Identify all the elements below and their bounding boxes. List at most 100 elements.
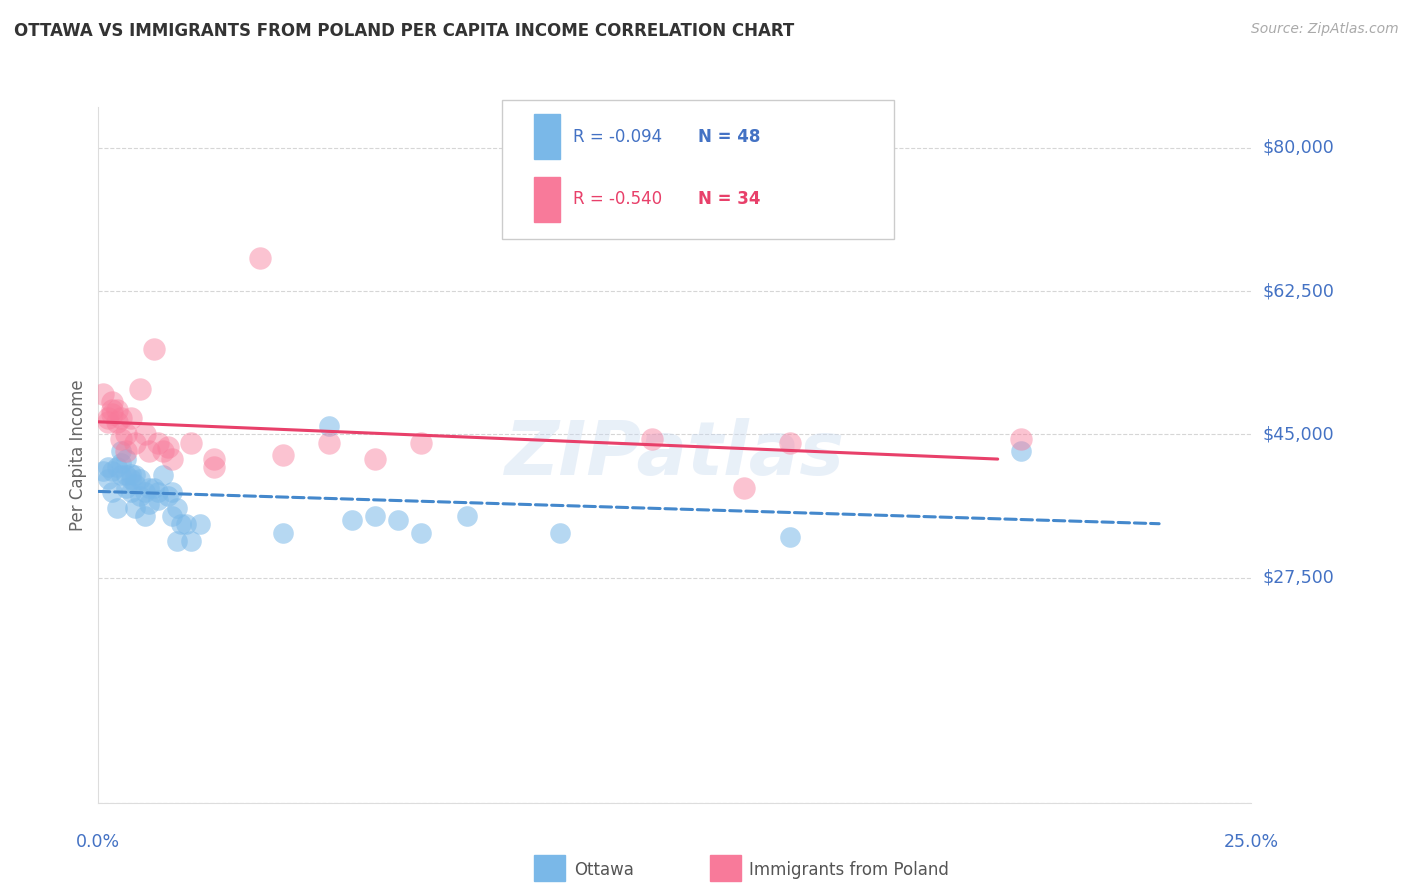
Point bbox=[641, 432, 664, 446]
Point bbox=[120, 484, 142, 499]
Point bbox=[387, 513, 409, 527]
Point bbox=[160, 452, 183, 467]
Text: Immigrants from Poland: Immigrants from Poland bbox=[749, 861, 949, 879]
Point bbox=[110, 443, 132, 458]
Point bbox=[202, 452, 225, 467]
Point bbox=[101, 407, 124, 421]
Text: 0.0%: 0.0% bbox=[76, 833, 121, 851]
Point bbox=[1010, 432, 1032, 446]
Point bbox=[115, 427, 138, 442]
Point bbox=[364, 452, 387, 467]
Point bbox=[174, 517, 197, 532]
Text: 25.0%: 25.0% bbox=[1223, 833, 1279, 851]
Bar bbox=[534, 114, 560, 159]
Point bbox=[271, 525, 294, 540]
Point bbox=[97, 415, 120, 429]
Point bbox=[152, 468, 174, 483]
Point bbox=[318, 435, 340, 450]
Point bbox=[105, 403, 128, 417]
Point bbox=[138, 443, 160, 458]
Point bbox=[148, 435, 170, 450]
Point bbox=[120, 467, 142, 481]
Point bbox=[124, 501, 146, 516]
Point bbox=[156, 489, 179, 503]
Point bbox=[166, 501, 188, 516]
Point bbox=[340, 513, 363, 527]
FancyBboxPatch shape bbox=[502, 100, 894, 239]
Point bbox=[124, 468, 146, 483]
Point bbox=[115, 468, 138, 483]
Point bbox=[105, 415, 128, 429]
Point bbox=[129, 489, 152, 503]
Point bbox=[160, 484, 183, 499]
Point bbox=[110, 411, 132, 425]
Point bbox=[124, 435, 146, 450]
Point bbox=[156, 440, 179, 454]
Point bbox=[249, 252, 271, 266]
Point bbox=[101, 464, 124, 478]
Point bbox=[148, 492, 170, 507]
Point bbox=[456, 509, 478, 524]
Point bbox=[166, 533, 188, 548]
Point bbox=[779, 435, 801, 450]
Text: ZIPatlas: ZIPatlas bbox=[505, 418, 845, 491]
Point bbox=[129, 383, 152, 397]
Point bbox=[1010, 443, 1032, 458]
Point bbox=[733, 481, 755, 495]
Text: N = 34: N = 34 bbox=[697, 190, 761, 208]
Point bbox=[97, 460, 120, 475]
Point bbox=[115, 443, 138, 458]
Point bbox=[271, 448, 294, 462]
Point bbox=[364, 509, 387, 524]
Point bbox=[142, 342, 165, 356]
Text: R = -0.540: R = -0.540 bbox=[574, 190, 662, 208]
Point bbox=[779, 530, 801, 544]
Point bbox=[105, 501, 128, 516]
Point bbox=[202, 460, 225, 475]
Point bbox=[115, 452, 138, 467]
Point bbox=[170, 517, 193, 532]
Text: R = -0.094: R = -0.094 bbox=[574, 128, 662, 145]
Point bbox=[138, 481, 160, 495]
Y-axis label: Per Capita Income: Per Capita Income bbox=[69, 379, 87, 531]
Point bbox=[101, 403, 124, 417]
Point bbox=[148, 484, 170, 499]
Point bbox=[91, 386, 114, 401]
Point bbox=[110, 468, 132, 483]
Text: $45,000: $45,000 bbox=[1263, 425, 1334, 443]
Point bbox=[548, 525, 571, 540]
Point bbox=[134, 427, 156, 442]
Point bbox=[110, 456, 132, 470]
Point bbox=[142, 481, 165, 495]
Point bbox=[160, 509, 183, 524]
Point bbox=[411, 435, 433, 450]
Point bbox=[180, 435, 202, 450]
Point bbox=[120, 473, 142, 487]
Point bbox=[91, 464, 114, 478]
Point bbox=[124, 476, 146, 491]
Text: OTTAWA VS IMMIGRANTS FROM POLAND PER CAPITA INCOME CORRELATION CHART: OTTAWA VS IMMIGRANTS FROM POLAND PER CAP… bbox=[14, 22, 794, 40]
Point bbox=[318, 419, 340, 434]
Point bbox=[115, 481, 138, 495]
Text: $80,000: $80,000 bbox=[1263, 139, 1334, 157]
Point bbox=[101, 394, 124, 409]
Point bbox=[138, 497, 160, 511]
Point bbox=[180, 533, 202, 548]
Text: Ottawa: Ottawa bbox=[574, 861, 634, 879]
Text: $62,500: $62,500 bbox=[1263, 282, 1334, 301]
Text: Source: ZipAtlas.com: Source: ZipAtlas.com bbox=[1251, 22, 1399, 37]
Point bbox=[105, 460, 128, 475]
Point bbox=[129, 473, 152, 487]
Bar bbox=[534, 177, 560, 222]
Point bbox=[97, 473, 120, 487]
Point bbox=[120, 411, 142, 425]
Point bbox=[110, 432, 132, 446]
Text: N = 48: N = 48 bbox=[697, 128, 761, 145]
Point bbox=[134, 484, 156, 499]
Point bbox=[411, 525, 433, 540]
Point bbox=[101, 484, 124, 499]
Point bbox=[97, 411, 120, 425]
Point bbox=[188, 517, 211, 532]
Text: $27,500: $27,500 bbox=[1263, 569, 1334, 587]
Point bbox=[134, 509, 156, 524]
